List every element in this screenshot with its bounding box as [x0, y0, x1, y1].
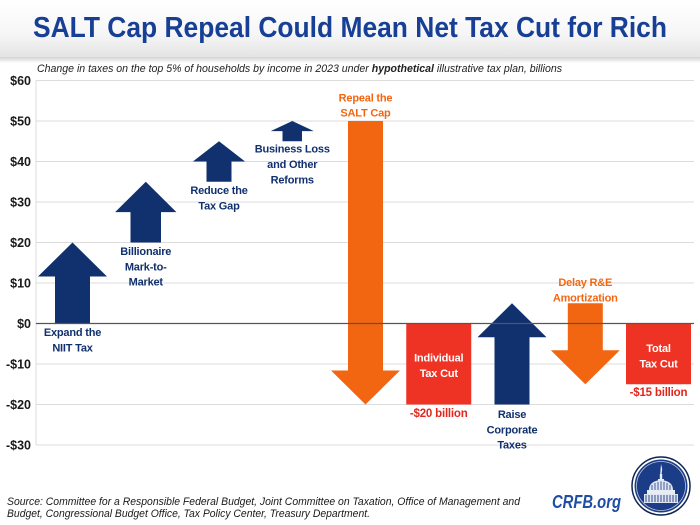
source-line-2: Budget, Congressional Budget Office, Tax… — [7, 508, 370, 520]
category-label: Tax Cut — [420, 368, 459, 380]
waterfall-arrow-down — [550, 303, 620, 385]
source-line-1: Source: Committee for a Responsible Fede… — [7, 496, 521, 508]
waterfall-marks — [36, 121, 694, 405]
category-label: Reforms — [271, 174, 314, 186]
waterfall-total-bar — [406, 323, 472, 405]
category-label: Tax Cut — [639, 358, 678, 370]
y-tick-label: $60 — [10, 74, 31, 88]
y-tick-label: -$10 — [6, 358, 31, 372]
category-label: Business Loss — [255, 144, 330, 156]
waterfall-arrow-up — [115, 181, 177, 243]
y-axis-tick-labels: $60 $50 $40 $30 $20 $10 $0 -$10 -$20 -$30 — [6, 74, 31, 453]
waterfall-arrow-down — [331, 121, 400, 405]
y-tick-label: -$20 — [6, 398, 31, 412]
category-labels: Expand the NIIT Tax Billionaire Mark-to- Mar… — [44, 92, 688, 451]
y-tick-label: $50 — [10, 115, 31, 129]
waterfall-arrow-up — [270, 121, 314, 142]
y-tick-label: $30 — [10, 196, 31, 210]
category-label: Corporate — [487, 424, 538, 436]
title-band — [0, 0, 700, 57]
value-label: -$15 billion — [630, 387, 688, 399]
category-label: Taxes — [497, 440, 526, 452]
waterfall-arrow-up — [38, 242, 107, 324]
waterfall-arrow-up — [192, 141, 246, 182]
category-label: NIIT Tax — [52, 342, 93, 354]
category-label: Market — [129, 277, 164, 289]
y-tick-label: $0 — [17, 317, 31, 331]
waterfall-arrow-up — [477, 303, 547, 405]
chart-title: SALT Cap Repeal Could Mean Net Tax Cut f… — [33, 12, 667, 44]
y-tick-label: -$30 — [6, 439, 31, 453]
capitol-dome-seal-icon — [631, 456, 691, 516]
y-tick-label: $40 — [10, 155, 31, 169]
category-label: Amortization — [553, 292, 618, 304]
category-label: Mark-to- — [125, 261, 167, 273]
category-label: Reduce the — [190, 185, 247, 197]
subtitle-part: Change in taxes on the top 5% of househo… — [37, 63, 372, 75]
category-label: Billionaire — [120, 246, 171, 258]
category-label: Expand the — [44, 327, 101, 339]
category-label: and Other — [267, 159, 318, 171]
y-tick-label: $10 — [10, 277, 31, 291]
chart-subtitle: Change in taxes on the top 5% of househo… — [37, 63, 562, 75]
waterfall-total-bar — [626, 323, 691, 385]
subtitle-emphasis: hypothetical — [372, 63, 435, 75]
subtitle-part: illustrative tax plan, billions — [434, 63, 562, 75]
y-tick-label: $20 — [10, 236, 31, 250]
category-label: Raise — [498, 409, 526, 421]
category-label: Delay R&E — [558, 277, 612, 289]
brand-link[interactable]: CRFB.org — [552, 492, 621, 512]
category-label: Repeal the — [339, 92, 393, 104]
category-label: Tax Gap — [198, 200, 240, 212]
value-label: -$20 billion — [410, 408, 468, 420]
title-band-shadow — [0, 57, 700, 63]
category-label: Individual — [414, 353, 463, 365]
category-label: SALT Cap — [340, 108, 391, 120]
category-label: Total — [646, 343, 671, 355]
